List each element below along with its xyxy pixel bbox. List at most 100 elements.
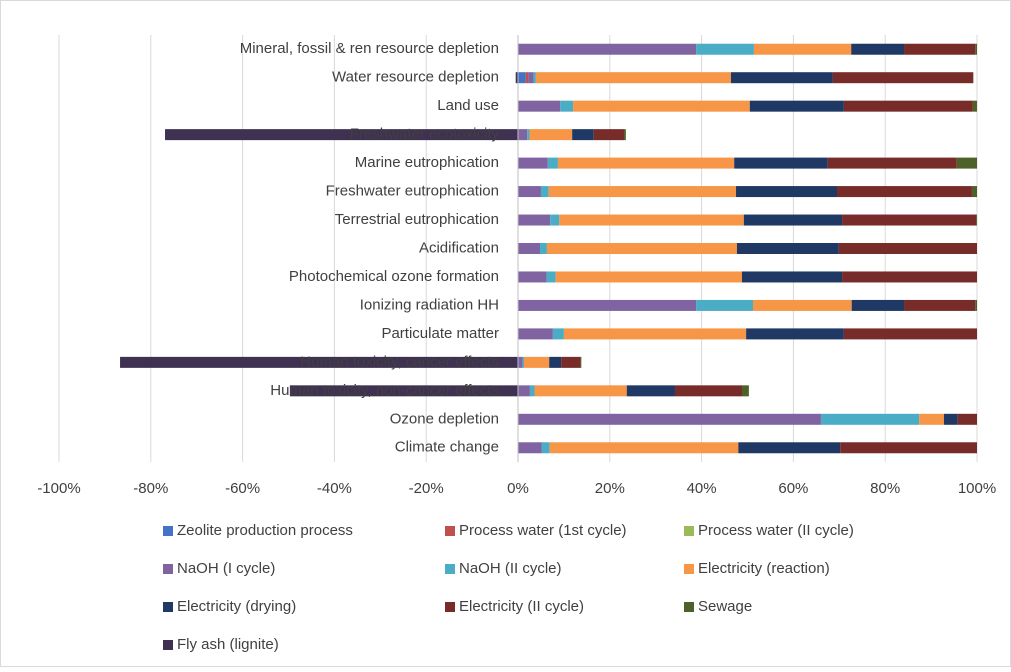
bar-segment (557, 157, 735, 169)
legend-swatch (684, 564, 694, 574)
bar-segment (624, 129, 626, 141)
bar-segment (972, 100, 977, 112)
bar-segment (904, 299, 976, 311)
category-label: Mineral, fossil & ren resource depletion (240, 40, 499, 57)
x-tick-label: -80% (133, 480, 168, 497)
bar-segment (943, 413, 958, 425)
bar-segment (549, 442, 739, 454)
bar-segment (919, 413, 944, 425)
bar-segment (957, 413, 977, 425)
bar-segment (837, 186, 972, 198)
bar-segment (518, 157, 548, 169)
x-tick-label: -40% (317, 480, 352, 497)
bar-segment (743, 214, 843, 226)
legend-label: Process water (II cycle) (698, 522, 854, 539)
bar-segment (573, 100, 750, 112)
bar-segment (541, 442, 550, 454)
bar-segment (753, 299, 852, 311)
bar-segment (528, 72, 534, 84)
bar-segment (518, 100, 561, 112)
legend-label: Electricity (drying) (177, 598, 296, 615)
bar-segment (560, 100, 574, 112)
category-label: Ozone depletion (390, 410, 499, 427)
bar-segment (563, 328, 747, 340)
bar-segment (736, 243, 839, 254)
bar-segment (559, 214, 744, 226)
bar-segment (548, 186, 737, 198)
bar-segment (518, 299, 697, 311)
bar-segment (904, 43, 976, 55)
bar-segment (842, 214, 977, 226)
bar-segment (975, 299, 977, 311)
category-label: Particulate matter (381, 325, 499, 342)
bar-segment (820, 413, 920, 425)
bar-segment (518, 129, 528, 141)
category-label: Freshwater ecotoxicity (350, 126, 500, 143)
bar-segment (832, 72, 974, 84)
bar-segment (515, 72, 518, 84)
bar-segment (976, 214, 977, 226)
bar-segment (529, 385, 535, 397)
bar-segment (552, 328, 564, 340)
bar-segment (580, 356, 582, 368)
bar-segment (518, 214, 551, 226)
bar-segment (827, 157, 957, 169)
bar-segment (696, 299, 754, 311)
legend-swatch (163, 526, 173, 536)
legend-swatch (163, 564, 173, 574)
bar-segment (555, 271, 742, 283)
bar-segment (561, 356, 581, 368)
bar-segment (165, 129, 519, 141)
bar-segment (518, 442, 542, 454)
bar-segment (518, 243, 541, 254)
bar-segment (518, 356, 523, 368)
bar-segment (843, 328, 977, 340)
bar-segment (549, 356, 562, 368)
bar-segment (550, 214, 560, 226)
bar-segment (120, 356, 518, 368)
bar-segment (851, 43, 905, 55)
bar-segment (626, 385, 675, 397)
bar-segment (851, 299, 905, 311)
category-label: Human toxicity, non-cancer effects (270, 382, 499, 399)
legend-label: Electricity (reaction) (698, 560, 830, 577)
x-tick-label: 20% (595, 480, 625, 497)
bar-segment (730, 72, 833, 84)
legend-label: Sewage (698, 598, 752, 615)
legend-label: Fly ash (lignite) (177, 636, 279, 653)
x-tick-label: -60% (225, 480, 260, 497)
category-label: Marine eutrophication (355, 154, 499, 171)
bar-segment (522, 356, 524, 368)
category-label: Freshwater eutrophication (326, 183, 499, 200)
bar-segment (734, 157, 828, 169)
bar-segment (518, 72, 526, 84)
x-tick-label: -100% (37, 480, 80, 497)
legend-swatch (684, 602, 694, 612)
bar-segment (529, 129, 573, 141)
bar-segment (840, 442, 977, 454)
bar-segment (534, 385, 627, 397)
legend-swatch (163, 640, 173, 650)
x-tick-label: 100% (958, 480, 996, 497)
bar-segment (696, 43, 754, 55)
bar-segment (525, 72, 529, 84)
category-label: Human toxicity, cancer effects (300, 353, 499, 370)
bar-segment (533, 72, 536, 84)
bar-segment (547, 157, 558, 169)
bar-segment (741, 385, 749, 397)
bar-segment (741, 271, 843, 283)
category-label: Climate change (395, 439, 499, 456)
bar-segment (289, 385, 518, 397)
bar-segment (838, 243, 977, 254)
bar-segment (753, 43, 852, 55)
bar-segment (738, 442, 841, 454)
category-label: Ionizing radiation HH (360, 296, 499, 313)
bar-segment (527, 129, 530, 141)
category-label: Terrestrial eutrophication (335, 211, 499, 228)
legend-swatch (445, 602, 455, 612)
legend-swatch (445, 564, 455, 574)
bar-segment (518, 43, 697, 55)
bar-segment (535, 72, 731, 84)
legend-swatch (684, 526, 694, 536)
